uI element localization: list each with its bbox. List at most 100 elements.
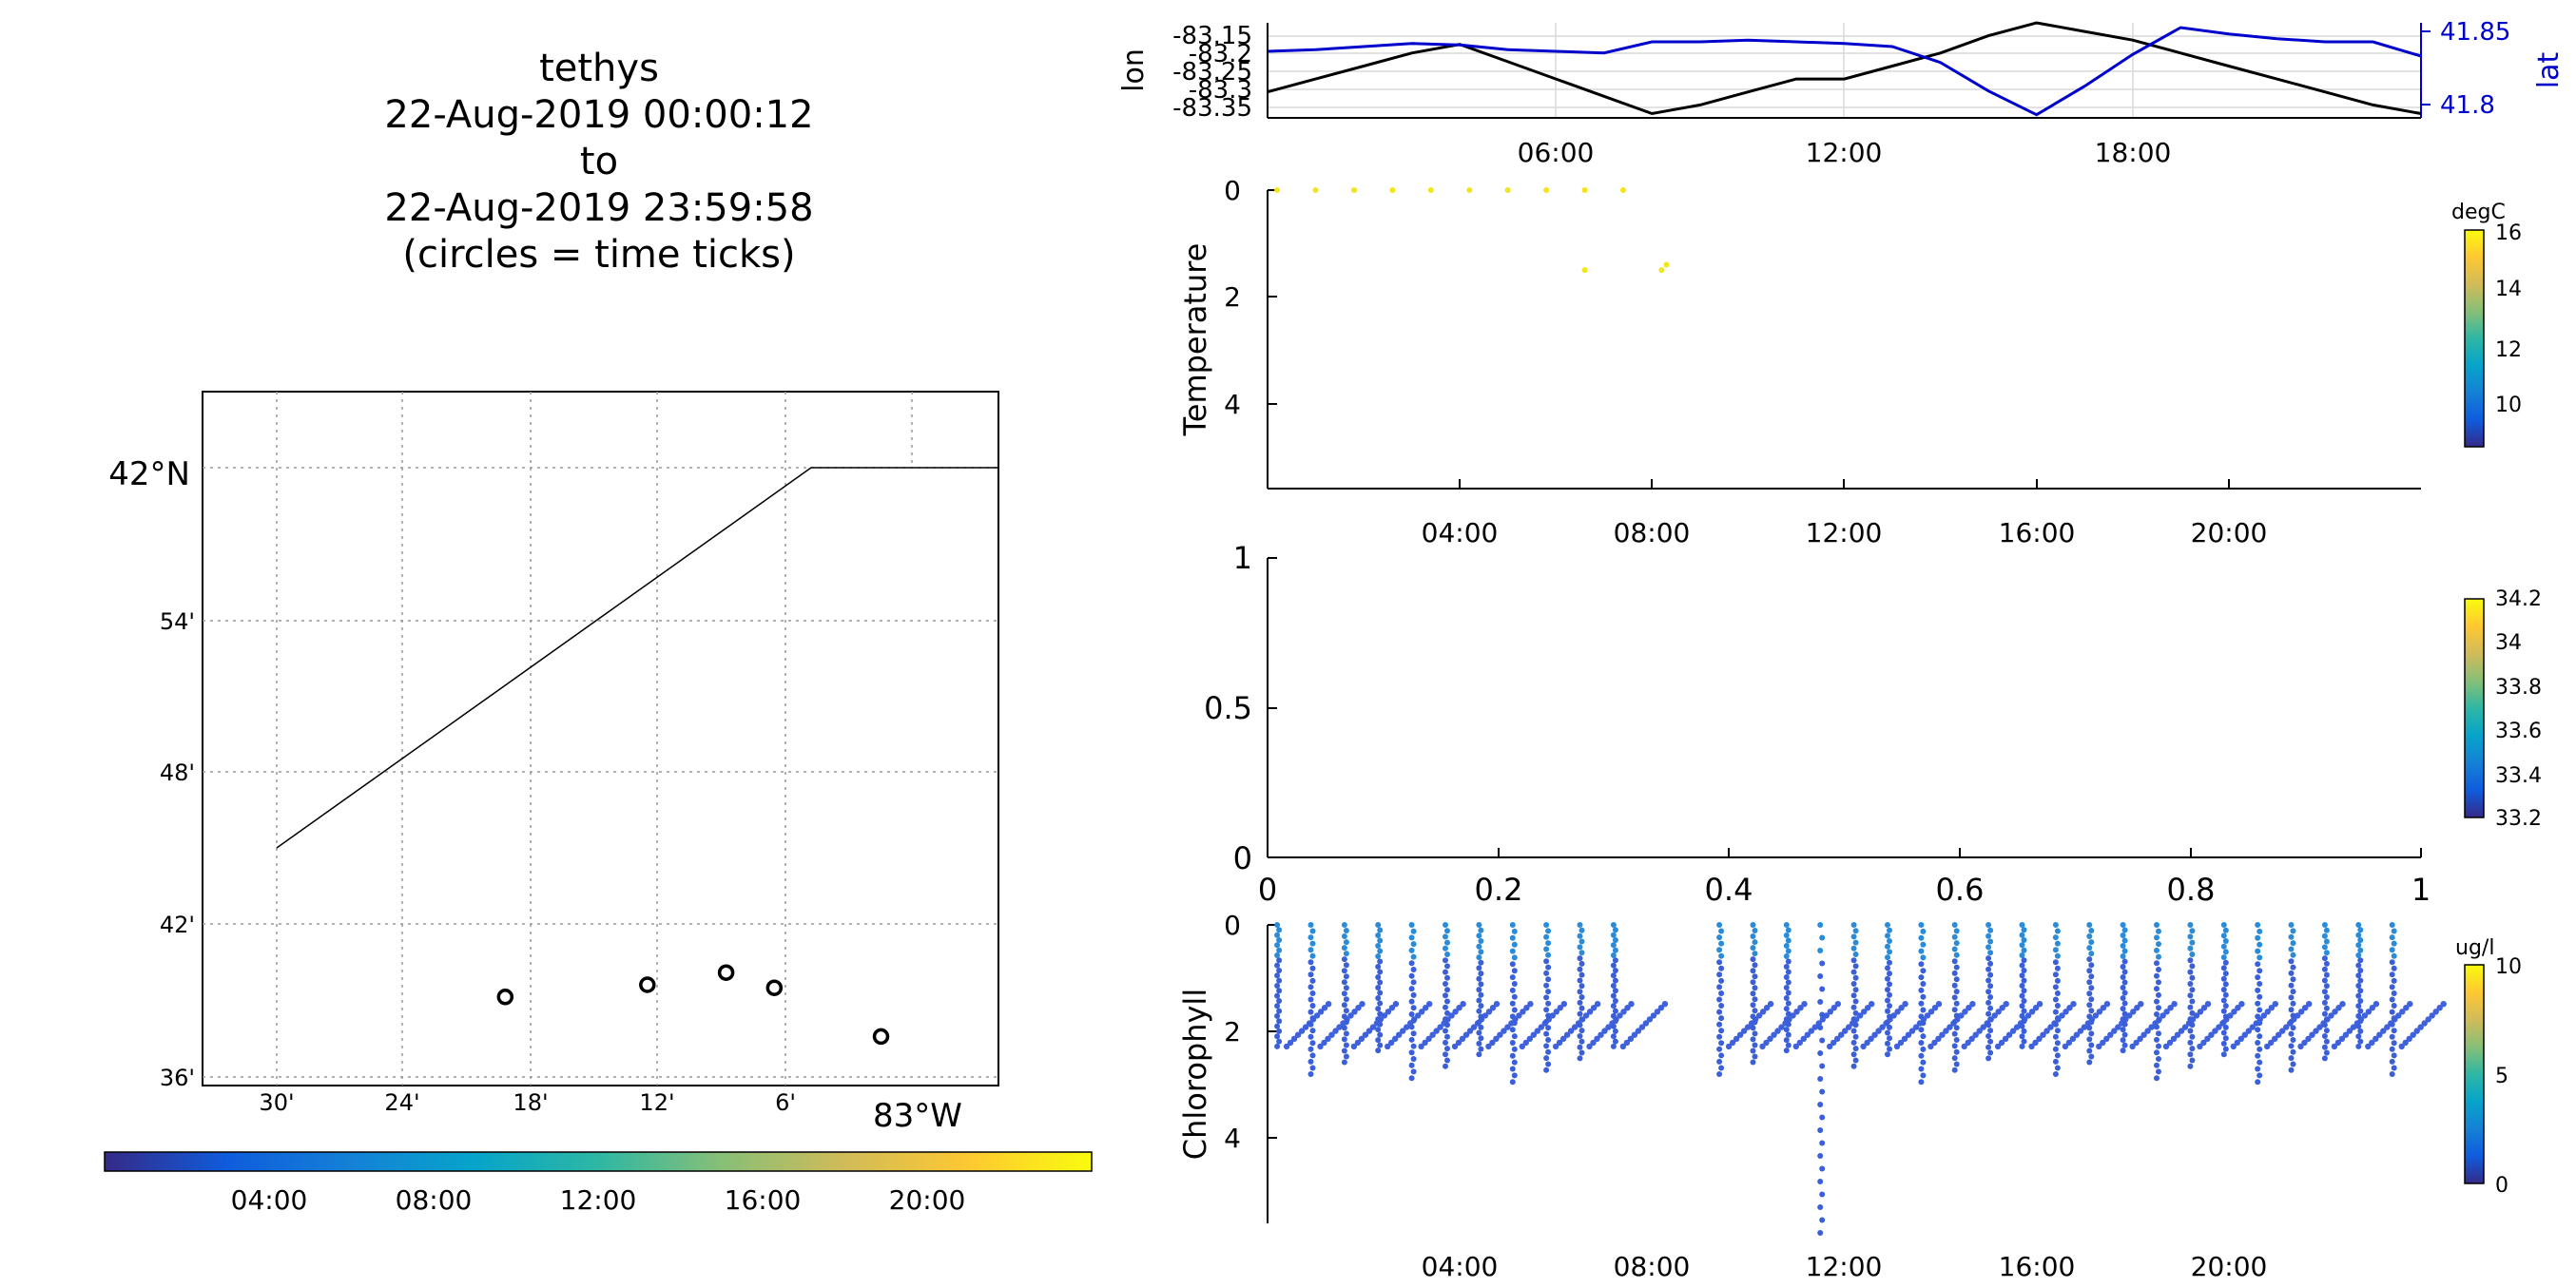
chlorophyll-point <box>2005 1031 2013 1038</box>
chlorophyll-point <box>1307 971 1314 978</box>
chlorophyll-point <box>1526 1035 1534 1043</box>
chlorophyll-point <box>2220 922 2227 928</box>
chlorophyll-point <box>1545 940 1552 947</box>
chlorophyll-point <box>1377 1021 1384 1028</box>
lonlat-x-tick: 12:00 <box>1806 137 1883 168</box>
chlorophyll-point <box>1493 1001 1501 1008</box>
chlorophyll-point <box>2021 998 2027 1004</box>
chlorophyll-point <box>1309 1003 1316 1009</box>
chlorophyll-point <box>1759 1043 1766 1050</box>
chlorophyll-point <box>2154 1075 2160 1082</box>
chlorophyll-point <box>2234 1039 2240 1047</box>
chlorophyll-point <box>1987 1049 1994 1056</box>
chlorophyll-point <box>1377 990 1384 996</box>
chlorophyll-point <box>1850 1016 1857 1023</box>
chlorophyll-point <box>2321 989 2328 995</box>
chlorophyll-point <box>2154 1062 2160 1068</box>
lonlat-x-tick: 18:00 <box>2095 137 2172 168</box>
chlorophyll-point <box>2391 1028 2397 1034</box>
chlorophyll-point <box>1309 1040 1316 1047</box>
chlorophyll-point <box>2391 965 2397 971</box>
chlorophyll-point <box>2032 1039 2039 1047</box>
chlorophyll-point <box>1408 972 1415 979</box>
chlorophyll-point <box>1811 1024 1819 1030</box>
chlorophyll-point <box>1598 1031 1604 1038</box>
chlorophyll-point <box>1774 1028 1781 1034</box>
chlorophyll-point <box>1817 1102 1824 1107</box>
chlorophyll-point <box>1478 981 1484 988</box>
chlorophyll-point <box>1879 1024 1886 1030</box>
sal-x-tick: 0.2 <box>1475 872 1523 908</box>
chlorophyll-point <box>2321 1010 2328 1017</box>
chlorophyll-point <box>1489 1039 1496 1047</box>
chlorophyll-point <box>1543 994 1550 1001</box>
chlorophyll-point <box>1716 971 1723 978</box>
chlorophyll-point <box>1610 952 1617 958</box>
chlorophyll-point <box>1885 1051 1890 1058</box>
chlorophyll-point <box>2154 1049 2160 1056</box>
chlorophyll-point <box>1511 941 1518 948</box>
chlorophyll-point <box>1476 1051 1482 1058</box>
chlorophyll-point <box>1307 1021 1314 1028</box>
chlorophyll-point <box>1985 932 1992 939</box>
chlorophyll-point <box>1476 975 1482 982</box>
chlorophyll-point <box>1325 1035 1331 1043</box>
chlorophyll-point <box>2174 1031 2181 1038</box>
chlorophyll-point <box>2088 1042 2095 1048</box>
chlorophyll-point <box>1377 969 1384 975</box>
chlorophyll-point <box>1661 1001 1669 1008</box>
chlorophyll-point <box>1958 1012 1965 1019</box>
chlorophyll-point <box>2115 1024 2121 1030</box>
time-tick-circle <box>765 979 784 996</box>
chlorophyll-point <box>1579 1016 1585 1023</box>
temp-x-tick: 16:00 <box>1999 517 2076 548</box>
chlorophyll-point <box>1610 992 1617 999</box>
chlorophyll-point <box>2391 990 2397 996</box>
title-line: 22-Aug-2019 23:59:58 <box>384 186 813 230</box>
chlorophyll-point <box>2154 1024 2160 1030</box>
lon-axis-label: lon <box>1117 48 1151 92</box>
chlorophyll-point <box>1579 1028 1585 1034</box>
chlorophyll-point <box>2255 987 2261 993</box>
chlorophyll-point <box>1785 990 1792 996</box>
chlorophyll-point <box>1908 1028 1916 1034</box>
chlorophyll-point <box>2323 983 2330 990</box>
chlorophyll-point <box>2220 1019 2227 1026</box>
chlorophyll-point <box>2212 1028 2218 1034</box>
chlorophyll-point <box>2063 1009 2069 1015</box>
chlorophyll-point <box>2288 1030 2295 1037</box>
chlorophyll-point <box>2086 922 2093 928</box>
chlorophyll-point <box>1783 974 1790 980</box>
chlorophyll-point <box>2187 1004 2194 1010</box>
chlorophyll-point <box>1410 1068 1417 1075</box>
chlorophyll-point <box>1752 962 1758 969</box>
chlorophyll-point <box>2187 1039 2194 1046</box>
chlorophyll-point <box>1612 998 1618 1004</box>
chlorophyll-point <box>2096 1009 2103 1015</box>
chlorophyll-point <box>1985 999 1992 1006</box>
chlorophyll-point <box>1444 939 1450 946</box>
chl-y-tick: 0 <box>1224 910 1241 941</box>
chlorophyll-point <box>2283 1024 2290 1030</box>
chlorophyll-panel: 0 2 4 04:00 08:00 12:00 16:00 20:00 Chlo… <box>1177 910 2522 1282</box>
chlorophyll-point <box>1298 1028 1306 1034</box>
chlorophyll-point <box>1307 1058 1314 1065</box>
chlorophyll-point <box>1783 995 1790 1001</box>
chlorophyll-point <box>1918 1000 1925 1007</box>
time-colorbar-tick: 04:00 <box>231 1184 308 1216</box>
chlorophyll-point <box>1985 966 1992 972</box>
chlorophyll-point <box>1358 1035 1365 1043</box>
chlorophyll-point <box>1628 1001 1635 1008</box>
chlorophyll-point <box>1341 933 1347 939</box>
chlorophyll-point <box>2276 1031 2282 1038</box>
chlorophyll-point <box>1476 922 1482 928</box>
chlorophyll-point <box>2403 1005 2410 1011</box>
chlorophyll-point <box>1920 1046 1927 1052</box>
chlorophyll-point <box>1953 1037 1960 1043</box>
chlorophyll-point <box>1369 1024 1377 1030</box>
chlorophyll-point <box>2255 974 2261 981</box>
chlorophyll-point <box>2193 1012 2200 1019</box>
chlorophyll-point <box>1920 1007 1927 1013</box>
chlorophyll-point <box>1452 1009 1459 1015</box>
chlorophyll-point <box>1276 988 1283 994</box>
